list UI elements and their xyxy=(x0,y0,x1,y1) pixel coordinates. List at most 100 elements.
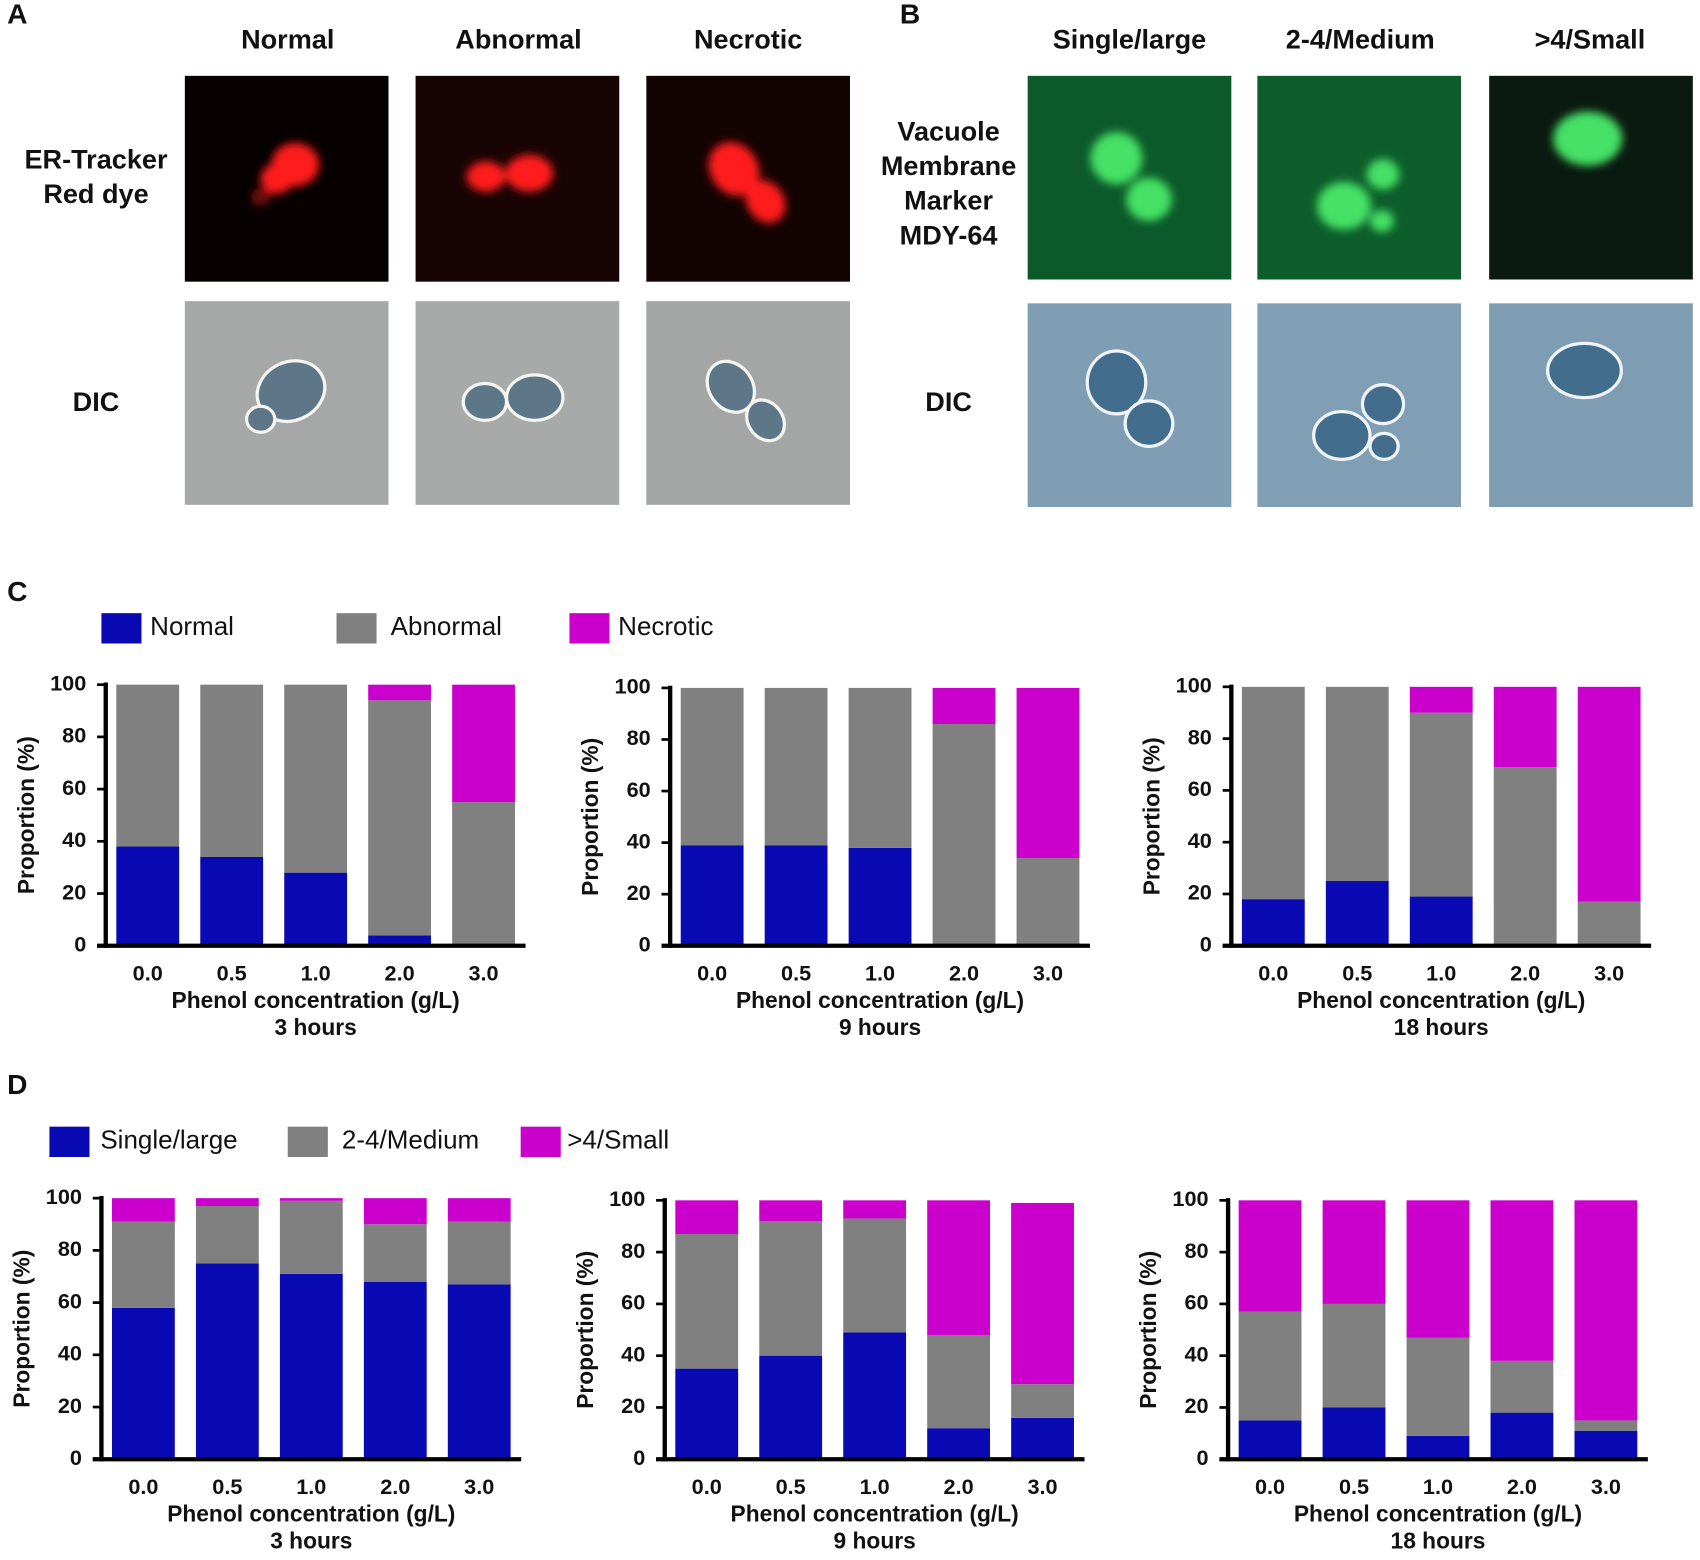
y-tick-label: 80 xyxy=(1184,1238,1208,1263)
x-tick-label: 1.0 xyxy=(1423,1474,1453,1499)
row-label: Marker xyxy=(904,185,993,216)
column-header: Abnormal xyxy=(455,23,581,54)
row-label: ER-Tracker xyxy=(24,144,167,175)
legend-label: Single/large xyxy=(100,1125,237,1155)
bar-segment xyxy=(363,1198,427,1225)
chart-subtitle: 18 hours xyxy=(1391,1528,1486,1554)
y-tick-label: 20 xyxy=(621,1393,645,1418)
legend-swatch xyxy=(49,1126,90,1157)
legend-swatch xyxy=(101,613,142,644)
y-tick-label: 80 xyxy=(1188,724,1212,749)
bar-segment xyxy=(1325,881,1389,946)
bar-segment xyxy=(764,845,828,946)
x-tick-label: 0.0 xyxy=(133,961,163,986)
bar-segment xyxy=(116,684,180,847)
micrograph xyxy=(415,75,620,282)
bar-segment xyxy=(927,1428,991,1460)
bar-segment xyxy=(1406,1435,1470,1460)
bar-segment xyxy=(1577,901,1641,946)
x-tick-label: 0.5 xyxy=(212,1474,242,1499)
y-tick-label: 60 xyxy=(62,775,86,800)
x-tick-label: 1.0 xyxy=(865,961,895,986)
y-tick-label: 80 xyxy=(58,1236,82,1261)
bar-segment xyxy=(195,1205,259,1264)
bar-segment xyxy=(843,1200,907,1219)
chart-subtitle: 3 hours xyxy=(275,1014,357,1040)
bar-segment xyxy=(1322,1303,1386,1408)
bar-segment xyxy=(1490,1360,1554,1413)
y-tick-label: 60 xyxy=(58,1288,82,1313)
chart-subtitle: 9 hours xyxy=(834,1528,916,1554)
x-tick-label: 1.0 xyxy=(860,1474,890,1499)
y-tick-label: 60 xyxy=(627,777,651,802)
x-axis-title: Phenol concentration (g/L) xyxy=(172,987,460,1013)
y-tick-label: 100 xyxy=(1172,1186,1208,1211)
y-tick-label: 40 xyxy=(58,1341,82,1366)
y-tick-label: 20 xyxy=(58,1393,82,1418)
y-tick-label: 40 xyxy=(62,827,86,852)
bar-segment xyxy=(848,847,912,946)
bar-segment xyxy=(1241,686,1305,900)
y-tick-label: 100 xyxy=(46,1184,82,1209)
x-tick-label: 1.0 xyxy=(301,961,331,986)
bar-segment xyxy=(284,872,348,946)
y-tick-label: 60 xyxy=(621,1290,645,1315)
micrograph xyxy=(1027,75,1232,280)
y-tick-label: 60 xyxy=(1184,1290,1208,1315)
y-tick-label: 80 xyxy=(62,723,86,748)
y-tick-label: 20 xyxy=(1184,1393,1208,1418)
micrograph xyxy=(1489,75,1693,280)
x-axis-title: Phenol concentration (g/L) xyxy=(736,987,1024,1013)
bar-segment xyxy=(447,1284,511,1460)
bar-segment xyxy=(932,724,996,946)
bar-segment xyxy=(284,684,348,873)
legend-swatch xyxy=(569,613,610,644)
y-tick-label: 20 xyxy=(627,880,651,905)
legend-label: Normal xyxy=(150,611,234,641)
bar-segment xyxy=(1322,1200,1386,1304)
x-axis-title: Phenol concentration (g/L) xyxy=(731,1501,1019,1527)
bar-segment xyxy=(1409,686,1473,713)
bar-segment xyxy=(1574,1430,1638,1460)
bar-segment xyxy=(200,684,264,857)
bar-segment xyxy=(932,687,996,725)
bar-segment xyxy=(1493,767,1557,946)
column-header: Single/large xyxy=(1053,23,1206,54)
y-tick-label: 40 xyxy=(621,1341,645,1366)
x-tick-label: 2.0 xyxy=(385,961,415,986)
bar-segment xyxy=(1577,686,1641,902)
bar-segment xyxy=(279,1198,343,1201)
bar-segment xyxy=(1011,1384,1074,1418)
y-tick-label: 0 xyxy=(639,931,651,956)
bar-segment xyxy=(927,1334,991,1429)
micrograph xyxy=(184,301,389,505)
bar-segment xyxy=(195,1198,259,1206)
bar-segment xyxy=(368,700,432,936)
x-axis-title: Phenol concentration (g/L) xyxy=(1297,987,1585,1013)
bar-segment xyxy=(848,687,912,848)
x-tick-label: 3.0 xyxy=(1591,1474,1621,1499)
row-label: Red dye xyxy=(43,178,148,209)
column-header: >4/Small xyxy=(1535,23,1646,54)
y-tick-label: 40 xyxy=(627,828,651,853)
legend-label: Necrotic xyxy=(618,611,713,641)
x-tick-label: 0.0 xyxy=(1258,961,1288,986)
bar-segment xyxy=(111,1307,175,1460)
x-tick-label: 2.0 xyxy=(949,961,979,986)
bar-segment xyxy=(1325,686,1389,882)
bar-segment xyxy=(279,1273,343,1460)
y-tick-label: 100 xyxy=(609,1186,645,1211)
bar-segment xyxy=(1406,1200,1470,1338)
y-tick-label: 40 xyxy=(1184,1341,1208,1366)
bar-segment xyxy=(279,1200,343,1274)
bar-segment xyxy=(1016,687,1080,859)
bar-segment xyxy=(368,935,432,946)
chart-subtitle: 3 hours xyxy=(270,1528,352,1554)
legend-label: Abnormal xyxy=(391,611,502,641)
column-header: 2-4/Medium xyxy=(1286,23,1435,54)
panel-label: A xyxy=(7,0,27,30)
bar-segment xyxy=(759,1200,823,1222)
y-axis-title: Proportion (%) xyxy=(8,1250,34,1408)
x-tick-label: 2.0 xyxy=(1507,1474,1537,1499)
y-tick-label: 0 xyxy=(633,1445,645,1470)
